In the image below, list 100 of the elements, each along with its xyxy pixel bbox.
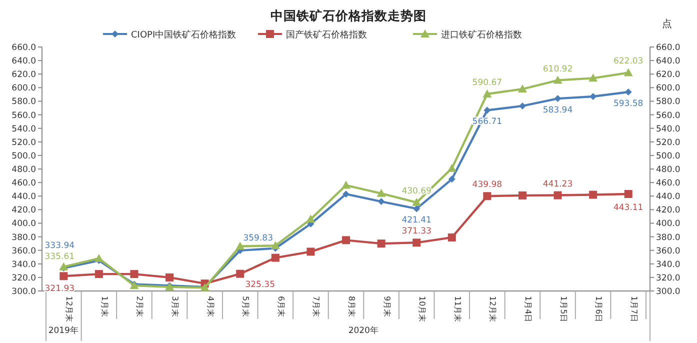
y-tick-label: 640.0 <box>12 56 36 67</box>
y2-tick-label: 440.0 <box>656 192 680 202</box>
point <box>412 198 422 206</box>
point <box>306 248 315 256</box>
point <box>413 205 420 212</box>
y-tick-label: 400.0 <box>12 219 36 230</box>
x-tick-label: 3月末 <box>170 296 180 318</box>
point <box>590 92 597 100</box>
y-tick-label: 600.0 <box>12 84 36 94</box>
point <box>94 254 104 262</box>
y-tick-label: 660.0 <box>12 43 36 53</box>
point <box>377 240 386 248</box>
x-tick-label: 12月末 <box>488 296 498 322</box>
y-tick-label: 460.0 <box>12 178 36 189</box>
y2-tick-label: 480.0 <box>656 165 680 175</box>
point <box>166 273 174 282</box>
data-label: 371.33 <box>402 226 432 237</box>
point <box>624 190 632 198</box>
point <box>448 176 456 183</box>
y2-tick-label: 420.0 <box>656 206 680 216</box>
y2-tick-label: 660.0 <box>656 43 680 53</box>
x-tick-label: 1月6日 <box>594 296 604 322</box>
y-tick-label: 380.0 <box>12 232 36 243</box>
point <box>342 236 350 244</box>
point <box>270 241 280 250</box>
y2-axis-title: 点 <box>662 18 672 30</box>
y-tick-label: 520.0 <box>12 138 36 148</box>
y-tick-label: 320.0 <box>12 273 36 284</box>
x-tick-label: 10月末 <box>418 296 427 322</box>
y-tick-label: 540.0 <box>12 124 36 134</box>
y2-tick-label: 320.0 <box>656 273 680 284</box>
x-tick-label: 1月5日 <box>558 296 568 322</box>
data-label: 590.67 <box>472 78 502 88</box>
y-tick-label: 420.0 <box>12 206 36 216</box>
data-label: 335.61 <box>44 252 75 262</box>
point <box>342 190 350 198</box>
y2-tick-label: 620.0 <box>656 70 680 80</box>
point <box>518 191 526 200</box>
text: 2019年 <box>48 325 79 336</box>
point <box>554 191 562 200</box>
data-label: 443.11 <box>613 203 644 214</box>
data-label: 439.98 <box>472 180 502 190</box>
y-tick-label: 340.0 <box>12 260 36 270</box>
y2-tick-label: 540.0 <box>656 124 680 134</box>
x-tick-label: 2月末 <box>135 296 144 318</box>
y-tick-label: 360.0 <box>12 246 36 256</box>
data-label: 441.23 <box>542 179 573 190</box>
legend-label: 国产铁矿石价格指数 <box>286 30 367 40</box>
y-tick-label: 480.0 <box>12 165 36 175</box>
point <box>518 102 526 110</box>
point <box>376 188 386 197</box>
data-label: 583.94 <box>542 106 573 116</box>
point <box>588 74 598 82</box>
data-label: 610.92 <box>542 64 573 74</box>
y2-tick-label: 600.0 <box>656 84 680 94</box>
point <box>482 89 492 98</box>
y-tick-label: 580.0 <box>12 97 36 108</box>
point <box>624 68 633 76</box>
point <box>553 76 562 84</box>
y2-tick-label: 360.0 <box>656 246 680 256</box>
data-label: 421.41 <box>402 216 432 226</box>
chart-title: 中国铁矿石价格指数走势图 <box>270 8 426 23</box>
y-tick-label: 500.0 <box>12 151 36 162</box>
x-tick-label: 5月末 <box>241 296 250 318</box>
y2-tick-label: 520.0 <box>656 138 680 148</box>
point <box>624 88 632 96</box>
point <box>483 192 492 200</box>
x-tick-label: 1月4日 <box>523 296 532 322</box>
point <box>342 180 350 189</box>
point <box>94 270 103 278</box>
x-tick-label: 7月末 <box>312 296 321 318</box>
y2-tick-label: 400.0 <box>656 219 680 230</box>
point <box>236 270 244 278</box>
x-tick-label: 6月末 <box>276 296 286 318</box>
text: 2020年 <box>348 325 379 336</box>
y2-tick-label: 300.0 <box>656 287 680 297</box>
data-label: 359.83 <box>243 233 273 244</box>
y2-tick-label: 380.0 <box>656 232 680 243</box>
point <box>236 242 245 250</box>
y2-tick-label: 460.0 <box>656 178 680 189</box>
y2-tick-label: 580.0 <box>656 97 680 108</box>
point <box>130 270 138 278</box>
legend-label: CIOPI中国铁矿石价格指数 <box>131 30 236 40</box>
x-tick-label: 1月末 <box>100 296 109 318</box>
y-tick-label: 440.0 <box>12 192 36 202</box>
y-tick-label: 300.0 <box>12 287 36 297</box>
point <box>60 272 68 280</box>
point <box>484 106 491 114</box>
point <box>589 190 598 199</box>
x-tick-label: 11月末 <box>452 296 462 322</box>
x-tick-label: 4月末 <box>206 296 215 318</box>
y2-tick-label: 560.0 <box>656 110 680 121</box>
data-label: 593.58 <box>613 99 644 110</box>
y2-tick-label: 500.0 <box>656 151 680 162</box>
point <box>59 262 68 270</box>
x-tick-label: 9月末 <box>382 296 392 318</box>
point <box>412 238 421 247</box>
x-tick-label: 12月末 <box>64 296 74 322</box>
y-tick-label: 560.0 <box>12 110 36 121</box>
point <box>554 95 562 102</box>
